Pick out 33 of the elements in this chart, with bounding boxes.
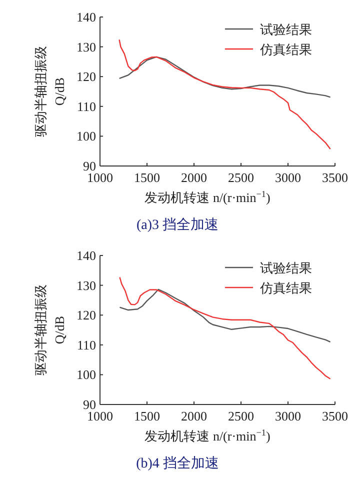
x-tick-label: 2500 xyxy=(228,170,254,185)
legend-label: 仿真结果 xyxy=(259,42,312,57)
y-tick-label: 120 xyxy=(76,308,96,323)
y-tick-label: 130 xyxy=(76,39,96,54)
y-tick-label: 140 xyxy=(76,248,96,263)
y-tick-label: 130 xyxy=(76,278,96,293)
y-tick-label: 120 xyxy=(76,69,96,84)
line-series xyxy=(118,39,331,150)
legend-label: 试验结果 xyxy=(260,260,312,276)
x-tick-label: 3000 xyxy=(275,408,301,424)
x-tick-label: 3000 xyxy=(275,170,301,185)
x-tick-label: 2000 xyxy=(181,408,207,424)
x-tick-label: 1500 xyxy=(134,170,160,185)
line-series xyxy=(119,276,331,380)
y-tick-label: 100 xyxy=(76,128,96,144)
y-tick-label: 140 xyxy=(76,10,96,24)
x-tick-label: 1500 xyxy=(134,408,160,424)
y-tick-label: 110 xyxy=(76,98,96,114)
x-tick-label: 2500 xyxy=(228,408,254,424)
line-series xyxy=(118,56,331,98)
y-tick-label: 100 xyxy=(76,367,96,382)
x-tick-label: 3500 xyxy=(322,170,348,185)
x-tick-label: 3500 xyxy=(322,408,348,424)
text: (b)4 挡全加速 xyxy=(136,456,219,472)
y-axis-title: 驱动半轴扭振级 Q/dB xyxy=(33,46,67,137)
x-axis-title: 发动机转速 n/(r·min$^{−1}$) xyxy=(144,428,270,444)
x-tick-label: 2000 xyxy=(181,170,207,185)
y-axis-title: 驱动半轴扭振级 Q/dB xyxy=(33,284,67,376)
y-tick-label: 110 xyxy=(76,337,96,352)
legend-label: 仿真结果 xyxy=(259,280,312,296)
text: (a)3 挡全加速 xyxy=(136,217,219,233)
legend-label: 试验结果 xyxy=(260,22,312,37)
x-axis-title: 发动机转速 n/(r·min$^{−1}$) xyxy=(144,189,270,205)
